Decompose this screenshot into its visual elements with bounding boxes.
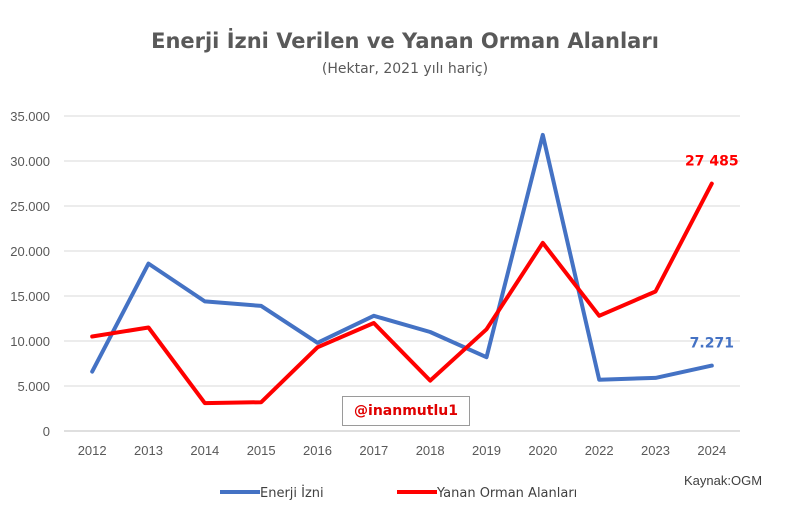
data-label-enerji-izni: 7.271 [690, 336, 734, 352]
legend-label-yanan: Yanan Orman Alanları [436, 486, 577, 501]
x-tick-label: 2023 [641, 443, 670, 458]
series-line-enerji-izni [90, 132, 714, 382]
legend-label-enerji: Enerji İzni [260, 485, 324, 501]
source-note: Kaynak:OGM [684, 473, 762, 488]
y-tick-label: 0 [43, 424, 50, 439]
gridlines [64, 115, 740, 432]
x-tick-label: 2014 [190, 443, 219, 458]
x-tick-label: 2012 [78, 443, 107, 458]
chart-title: Enerji İzni Verilen ve Yanan Orman Alanl… [151, 28, 659, 53]
y-tick-label: 15.000 [10, 289, 50, 304]
x-axis-ticks: 2012 2013 2014 2015 2016 2017 2018 2019 2020 2022… [78, 443, 727, 458]
x-tick-label: 2018 [416, 443, 445, 458]
chart-subtitle: (Hektar, 2021 yılı hariç) [322, 61, 488, 77]
watermark-handle: @inanmutlu1 [342, 396, 470, 426]
y-tick-label: 35.000 [10, 109, 50, 124]
x-tick-label: 2019 [472, 443, 501, 458]
data-label-yanan-orman: 27 485 [685, 154, 739, 170]
series-lines [90, 132, 714, 406]
data-labels: 7.271 27 485 [685, 154, 739, 352]
y-tick-label: 30.000 [10, 154, 50, 169]
x-tick-label: 2015 [247, 443, 276, 458]
x-tick-label: 2013 [134, 443, 163, 458]
y-tick-label: 5.000 [17, 379, 50, 394]
x-tick-label: 2024 [697, 443, 726, 458]
y-tick-label: 10.000 [10, 334, 50, 349]
series-line-yanan-orman [90, 181, 714, 406]
x-tick-label: 2022 [585, 443, 614, 458]
x-tick-label: 2020 [528, 443, 557, 458]
legend: Enerji İzni Yanan Orman Alanları [220, 485, 577, 501]
y-tick-label: 20.000 [10, 244, 50, 259]
x-tick-label: 2016 [303, 443, 332, 458]
y-axis-ticks: 0 5.000 10.000 15.000 20.000 25.000 30.000 35.0… [10, 109, 50, 439]
x-tick-label: 2017 [359, 443, 388, 458]
y-tick-label: 25.000 [10, 199, 50, 214]
